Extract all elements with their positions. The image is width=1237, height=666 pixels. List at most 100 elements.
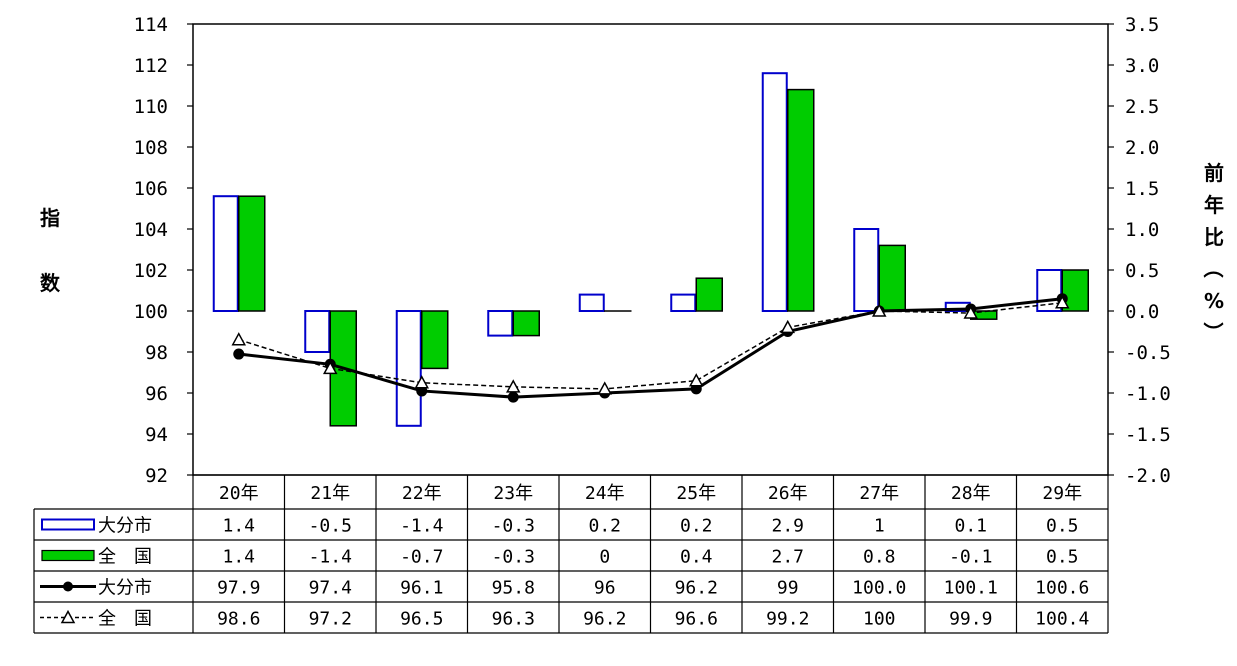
legend-dot-oita: [63, 581, 73, 592]
right-tick-label: 0.0: [1125, 301, 1159, 323]
bar-oita: [853, 228, 880, 312]
point-national: [780, 319, 796, 334]
right-tick-label: 3.0: [1125, 55, 1159, 77]
data-label: 100: [863, 609, 896, 630]
data-label: 96.2: [583, 609, 626, 630]
data-label: 100.0: [852, 578, 906, 599]
legend-triangle-national: [60, 609, 76, 624]
data-label: 100.6: [1035, 578, 1089, 599]
data-label: 96.5: [400, 609, 443, 630]
legend-label: 大分市: [98, 516, 152, 537]
data-label: 99.9: [949, 609, 992, 630]
right-tick-label: 2.0: [1125, 137, 1159, 159]
data-label: 98.6: [217, 609, 260, 630]
category-label: 20年: [219, 483, 259, 504]
left-tick-label: 104: [134, 219, 168, 241]
left-tick-label: 96: [145, 383, 168, 405]
data-label: -1.4: [309, 547, 352, 568]
category-label: 24年: [585, 483, 625, 504]
data-label: 97.2: [309, 609, 352, 630]
left-tick-label: 114: [134, 14, 168, 36]
data-label: 96: [594, 578, 616, 599]
point-national: [871, 303, 887, 317]
bar-oita: [395, 310, 422, 427]
bar-national: [512, 310, 540, 337]
data-label: 99.2: [766, 609, 809, 630]
data-label: 2.9: [771, 516, 804, 537]
legend-swatch-oita-bar: [41, 518, 95, 531]
category-label: 21年: [310, 483, 350, 504]
bar-series: [212, 72, 1089, 427]
left-axis-title-char: 数: [40, 271, 61, 295]
bar-oita: [578, 293, 605, 313]
data-label: 95.8: [492, 578, 535, 599]
point-oita: [507, 391, 519, 403]
right-axis-title-char: %: [1204, 289, 1224, 313]
data-label: 100.1: [944, 578, 998, 599]
category-label: 27年: [859, 483, 899, 504]
bar-national: [787, 88, 815, 312]
data-label: -1.4: [400, 516, 443, 537]
left-tick-label: 110: [134, 96, 168, 118]
data-label: 0.2: [680, 516, 713, 537]
right-tick-label: 3.5: [1125, 14, 1159, 36]
data-label: 2.7: [771, 547, 804, 568]
point-oita: [233, 348, 245, 360]
right-axis-title-char: 年: [1204, 193, 1224, 217]
data-label: 0.4: [680, 547, 713, 568]
right-tick-label: 0.5: [1125, 260, 1159, 282]
point-national: [597, 381, 613, 395]
data-label: 0.1: [954, 516, 987, 537]
left-tick-label: 106: [134, 178, 168, 200]
right-tick-label: 1.0: [1125, 219, 1159, 241]
bar-national: [878, 244, 906, 312]
point-national: [322, 360, 338, 375]
point-national: [505, 379, 521, 393]
data-label: -0.3: [492, 547, 535, 568]
right-axis-title-char: （: [1201, 258, 1225, 278]
left-tick-label: 98: [145, 342, 168, 364]
category-label: 28年: [951, 483, 991, 504]
left-tick-label: 100: [134, 301, 168, 323]
right-axis-title-char: ）: [1201, 322, 1225, 342]
data-label: 100.4: [1035, 609, 1089, 630]
data-label: 96.2: [675, 578, 718, 599]
line-national: [238, 302, 1063, 390]
data-label: 0: [599, 547, 610, 568]
data-label: 96.6: [675, 609, 718, 630]
data-label: 1.4: [222, 547, 255, 568]
right-tick-label: -1.5: [1125, 424, 1171, 446]
bar-oita: [487, 310, 514, 337]
point-national: [1054, 295, 1070, 309]
left-tick-label: 112: [134, 55, 168, 77]
category-label: 26年: [768, 483, 808, 504]
legend-label: 全 国: [98, 609, 152, 630]
data-label: 97.4: [309, 578, 352, 599]
category-label: 22年: [402, 483, 442, 504]
left-tick-label: 108: [134, 137, 168, 159]
point-national: [688, 373, 704, 387]
left-axis-title-char: 指: [40, 206, 60, 230]
bar-oita: [304, 310, 331, 353]
data-label: -0.1: [949, 547, 992, 568]
axis-titles: 指数 前年比 （% ）: [40, 161, 1225, 342]
left-tick-label: 102: [134, 260, 168, 282]
bar-national: [238, 195, 266, 312]
data-label: 96.1: [400, 578, 443, 599]
right-axis: -2.0 -1.5 -1.0 -0.5 0.0 0.5 1.0 1.5 2.0 2.5 3.0 3.5: [1108, 14, 1171, 487]
right-tick-label: 1.5: [1125, 178, 1159, 200]
point-national: [963, 305, 979, 319]
left-tick-label: 94: [145, 424, 168, 446]
point-national: [231, 332, 247, 346]
bar-oita: [670, 293, 697, 313]
bar-oita: [212, 195, 239, 312]
bar-national: [421, 310, 449, 370]
category-label: 25年: [676, 483, 716, 504]
bar-oita: [761, 72, 788, 312]
right-tick-label: -1.0: [1125, 383, 1171, 405]
data-label: -0.5: [309, 516, 352, 537]
data-label: 99: [777, 578, 799, 599]
right-tick-label: -0.5: [1125, 342, 1171, 364]
